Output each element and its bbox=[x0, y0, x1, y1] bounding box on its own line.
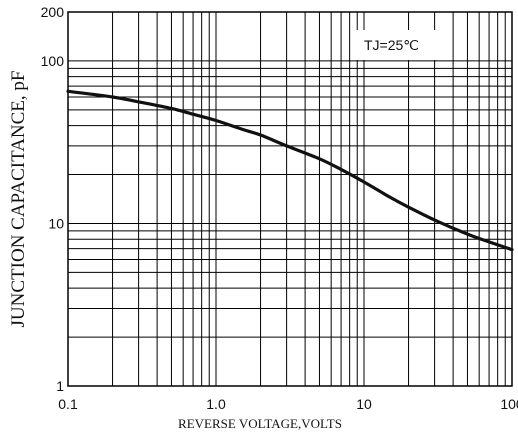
y-axis-label: JUNCTION CAPACITANCE, pF bbox=[8, 71, 29, 328]
plot-area bbox=[68, 12, 512, 386]
y-tick-label: 10 bbox=[48, 215, 64, 231]
y-tick-labels: 1 10 100 200 bbox=[41, 4, 65, 394]
x-tick-labels: 0.1 1.0 10 100 bbox=[58, 396, 518, 412]
plot-frame bbox=[67, 11, 513, 387]
x-tick-label: 0.1 bbox=[58, 396, 78, 412]
y-tick-label: 100 bbox=[41, 53, 65, 69]
horizontal-gridlines bbox=[68, 60, 512, 338]
x-tick-label: 100 bbox=[500, 396, 518, 412]
temperature-annotation: TJ=25℃ bbox=[356, 30, 448, 60]
capacitance-curve bbox=[66, 89, 514, 252]
y-tick-label: 1 bbox=[56, 378, 64, 394]
y-tick-label: 200 bbox=[41, 4, 65, 20]
annotation-text: TJ=25℃ bbox=[364, 37, 419, 53]
x-tick-label: 1.0 bbox=[206, 396, 226, 412]
vertical-gridlines bbox=[112, 12, 506, 386]
x-tick-label: 10 bbox=[356, 396, 372, 412]
x-axis-label: REVERSE VOLTAGE,VOLTS bbox=[178, 416, 342, 431]
